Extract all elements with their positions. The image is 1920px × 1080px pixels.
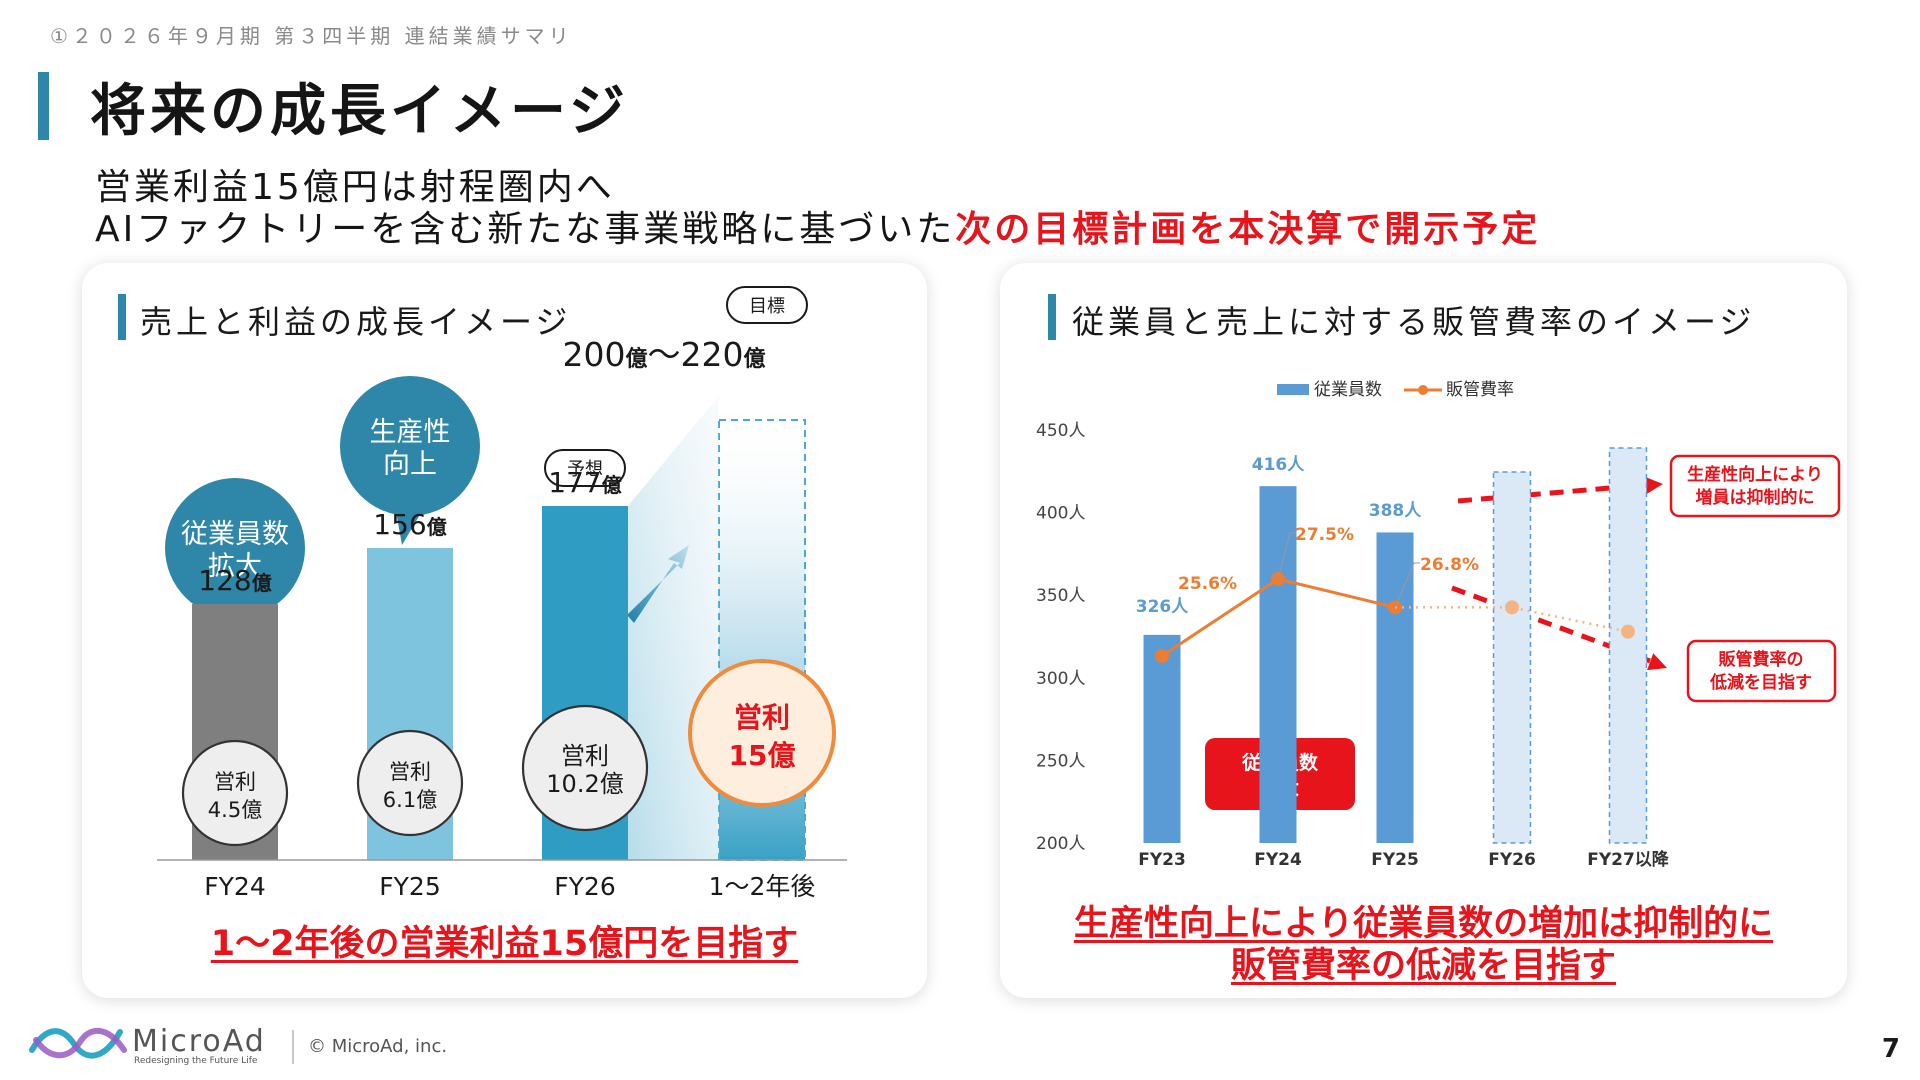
callout-productivity-text: 生産性向上により増員は抑制的に xyxy=(1687,464,1823,508)
forecast-badge-label: 予想 xyxy=(567,459,603,480)
left-caption: 1〜2年後の営業利益15億円を目指す xyxy=(210,924,799,964)
sga-projected-point xyxy=(1505,600,1519,615)
subtitle-line2: AIファクトリーを含む新たな事業戦略に基づいた次の目標計画を本決算で開示予定 xyxy=(95,200,1540,252)
right-caption-line2: 販管費率の低減を目指す xyxy=(1230,946,1616,986)
page-number: 7 xyxy=(1881,1034,1900,1064)
right-caption-line1: 生産性向上により従業員数の増加は抑制的に xyxy=(1073,904,1774,944)
projection-placeholder-bar xyxy=(1608,447,1648,844)
sga-reduction-arrow-head xyxy=(1646,653,1667,671)
y-tick-label: 450人 xyxy=(1036,421,1085,441)
headcount-bar xyxy=(1376,532,1414,843)
y-tick-label: 300人 xyxy=(1036,669,1085,689)
callout-productivity xyxy=(1669,454,1841,518)
y-tick-label: 250人 xyxy=(1036,751,1085,771)
operating-profit-label: 営利 6.1億 xyxy=(383,760,437,812)
target-badge-label: 目標 xyxy=(749,296,785,317)
bubble-fy25-tail xyxy=(395,506,425,545)
headcount-sga-chart: 従業員数販管費率450人400人350人300人250人200人従業員数拡大生産… xyxy=(1036,380,1841,870)
callout-sga-reduction-text: 販管費率の低減を目指す xyxy=(1709,649,1812,693)
bubble-fy24-text: 従業員数拡大 xyxy=(181,519,289,582)
x-tick-label: FY25 xyxy=(1371,850,1419,870)
card-title: 従業員と売上に対する販管費率のイメージ xyxy=(1072,303,1756,341)
revenue-value-label: 177億 xyxy=(548,466,621,499)
revenue-profit-card: 売上と利益の成長イメージ 従業員数拡大 生産性向上予想 目標 200億〜220億 12… xyxy=(82,263,927,998)
operating-profit-circle xyxy=(521,704,649,832)
target-badge xyxy=(726,286,808,324)
sga-value-label: 25.6% xyxy=(1178,574,1237,594)
revenue-value-label: 156億 xyxy=(373,508,446,541)
breadcrumb: ①２０２６年９月期 第３四半期 連結業績サマリ xyxy=(50,24,573,48)
brand-name: MicroAd xyxy=(132,1024,266,1059)
target-profit-label: 営利 15億 xyxy=(729,701,796,772)
operating-profit-circle xyxy=(356,729,464,837)
headcount-bar xyxy=(1143,634,1181,843)
operating-profit-label: 営利 10.2億 xyxy=(546,742,623,798)
sga-value-label: 26.8% xyxy=(1420,555,1479,575)
page-title: 将来の成長イメージ xyxy=(90,79,629,144)
operating-profit-circle xyxy=(181,739,289,847)
headcount-value-label: 326人 xyxy=(1136,597,1189,617)
x-tick-label: FY23 xyxy=(1138,850,1186,870)
growth-arrow-icon xyxy=(627,545,689,623)
y-tick-label: 200人 xyxy=(1036,834,1085,854)
title-accent-bar xyxy=(38,72,49,140)
x-tick-label: FY24 xyxy=(204,872,265,901)
forecast-badge xyxy=(544,449,626,487)
headcount-bar xyxy=(1259,486,1297,843)
bubble-fy25 xyxy=(340,376,480,516)
y-tick-label: 350人 xyxy=(1036,586,1085,606)
legend-label-line: 販管費率 xyxy=(1446,380,1514,400)
x-tick-label: FY24 xyxy=(1254,850,1302,870)
revenue-chart: 従業員数拡大 生産性向上予想 目標 200億〜220億 128億 156億 177億 FY2… xyxy=(157,286,847,901)
card-title: 売上と利益の成長イメージ xyxy=(140,303,572,341)
x-tick-label: FY26 xyxy=(554,872,615,901)
legend-swatch-bars xyxy=(1277,384,1309,395)
headcount-value-label: 388人 xyxy=(1369,501,1422,521)
microad-logo-icon xyxy=(29,1027,127,1059)
legend-swatch-marker xyxy=(1418,385,1428,395)
subtitle-line2-prefix: AIファクトリーを含む新たな事業戦略に基づいた xyxy=(95,209,956,250)
headcount-value-label: 416人 xyxy=(1252,455,1305,475)
sga-point xyxy=(1155,648,1169,663)
operating-profit-label: 営利 4.5億 xyxy=(208,770,262,822)
productivity-arrow-head xyxy=(1644,476,1663,495)
x-tick-label: FY27以降 xyxy=(1587,849,1670,870)
leader-line xyxy=(1277,532,1296,580)
sga-reduction-arrow xyxy=(1451,585,1651,664)
revenue-value-label: 128億 xyxy=(198,564,271,597)
sga-value-label: 27.5% xyxy=(1295,525,1354,545)
x-tick-label: FY25 xyxy=(379,872,440,901)
sga-projected-line xyxy=(1395,606,1629,633)
target-profit-circle xyxy=(688,659,836,807)
leader-line xyxy=(1394,562,1420,608)
card-title-bar xyxy=(118,294,126,340)
projection-placeholder-bar xyxy=(1492,471,1532,844)
legend-label-bars: 従業員数 xyxy=(1314,380,1382,400)
subtitle-line1: 営業利益15億円は射程圏内へ xyxy=(95,167,615,208)
bubble-fy24 xyxy=(165,478,305,618)
sga-ratio-card: 従業員と売上に対する販管費率のイメージ 従業員数 販管費率 450人 400人 350人… xyxy=(1000,263,1847,998)
brand-tagline: Redesigning the Future Life xyxy=(134,1056,258,1066)
copyright: © MicroAd, inc. xyxy=(308,1036,448,1057)
target-value-label: 200億〜220億 xyxy=(562,335,765,374)
subtitle-line2-highlight: 次の目標計画を本決算で開示予定 xyxy=(955,209,1541,250)
productivity-arrow xyxy=(1457,482,1646,504)
sga-projected-point xyxy=(1621,624,1635,639)
card-title-bar xyxy=(1048,294,1056,340)
y-tick-label: 400人 xyxy=(1036,504,1085,524)
x-tick-label: 1〜2年後 xyxy=(709,872,816,901)
callout-sga-reduction xyxy=(1686,639,1837,703)
footer-divider xyxy=(292,1030,294,1064)
bubble-fy25-text: 生産性向上 xyxy=(370,417,451,480)
x-tick-label: FY26 xyxy=(1488,850,1536,870)
